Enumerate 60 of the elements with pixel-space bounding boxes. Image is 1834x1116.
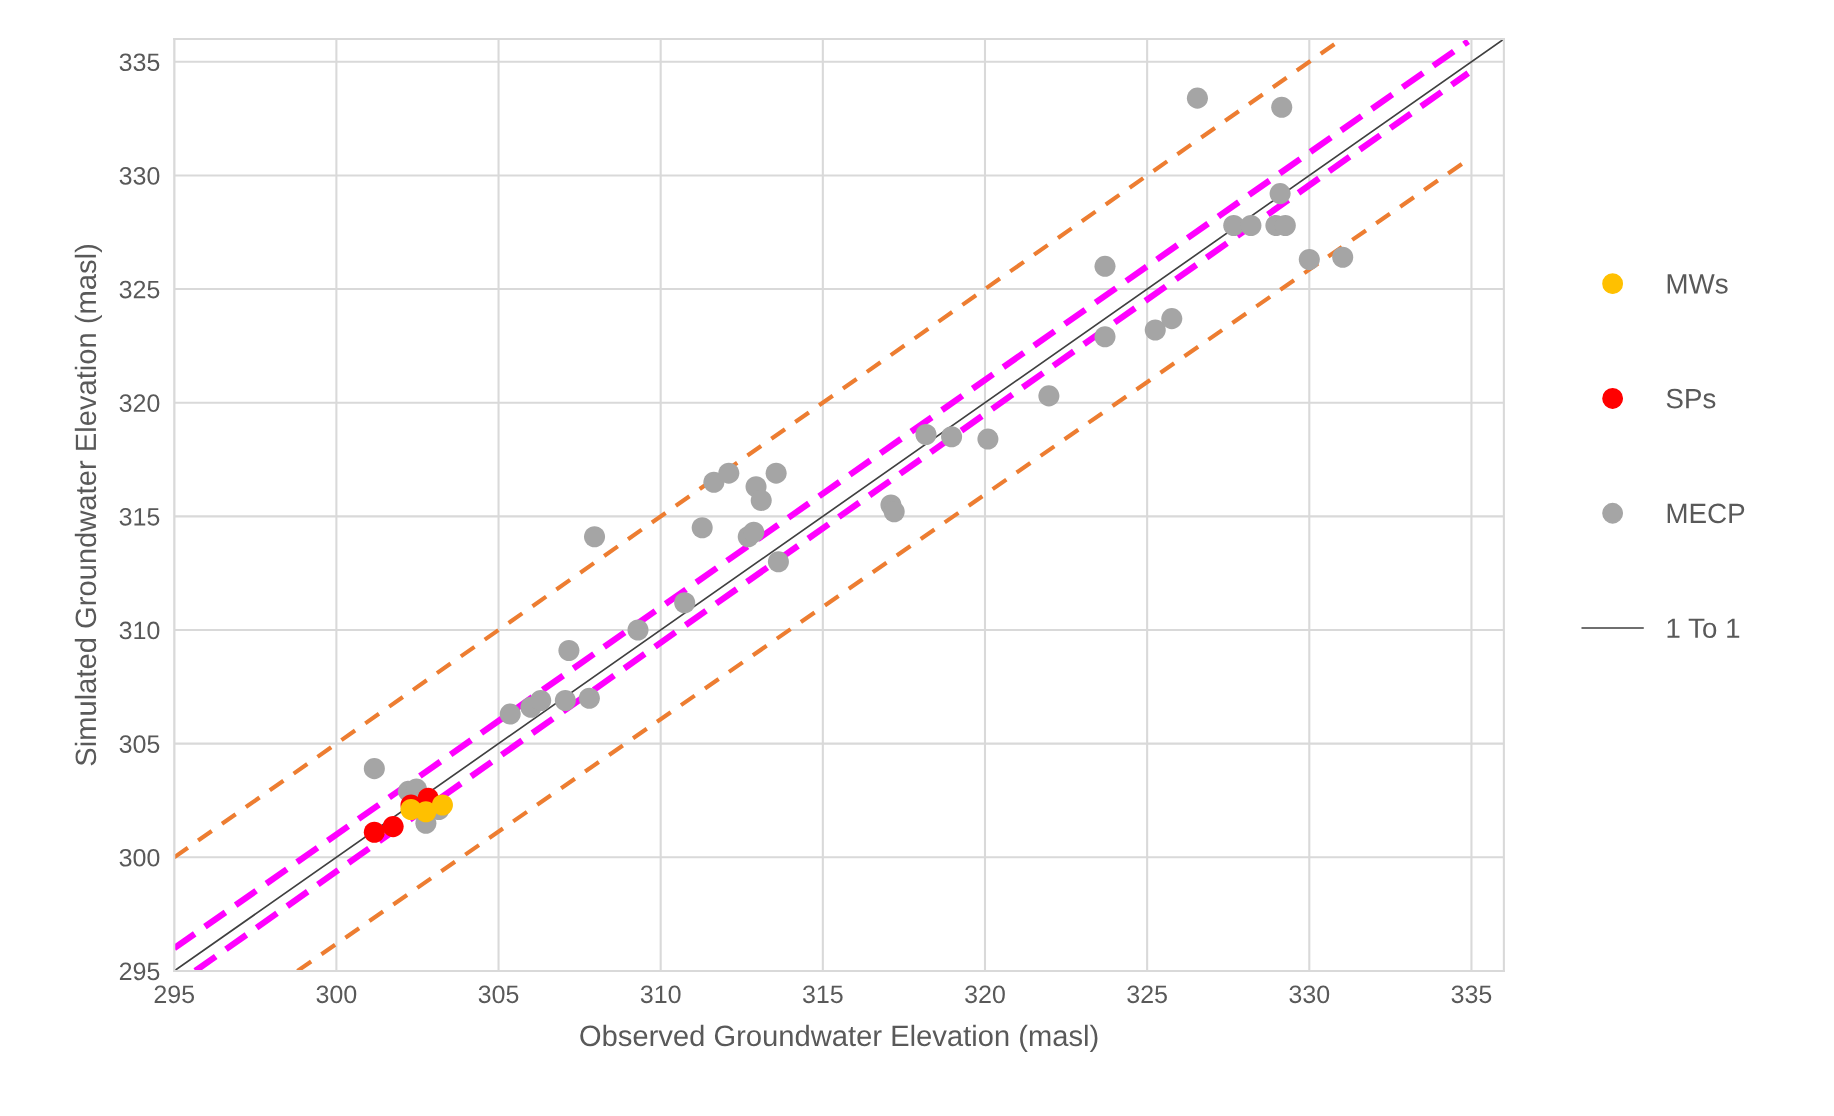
y-axis-title: Simulated Groundwater Elevation (masl)	[74, 244, 102, 766]
y-tick-label: 335	[119, 53, 160, 72]
x-axis-title: Observed Groundwater Elevation (masl)	[580, 1024, 1098, 1052]
point	[915, 424, 937, 446]
point	[1186, 87, 1208, 109]
point	[767, 551, 789, 573]
x-tick-label: 315	[802, 985, 843, 1004]
y-tick-label: 295	[119, 962, 160, 981]
x-tick-label: 335	[1451, 985, 1492, 1004]
point	[578, 687, 600, 709]
point	[554, 689, 576, 711]
point	[382, 816, 404, 838]
x-tick-label: 310	[640, 985, 681, 1004]
point	[941, 426, 963, 448]
legend-label: MWs	[1667, 274, 1728, 294]
point	[977, 428, 999, 450]
legend-label: MECP	[1667, 503, 1745, 524]
x-tick-label: 330	[1289, 985, 1330, 1004]
point	[1240, 214, 1262, 236]
point	[1144, 319, 1166, 341]
point	[718, 462, 740, 484]
x-tick-label: 320	[965, 985, 1005, 1004]
point	[1094, 255, 1116, 277]
point	[1271, 96, 1293, 118]
point	[1161, 308, 1183, 330]
point	[674, 592, 696, 614]
x-tick-label: 325	[1127, 985, 1167, 1004]
point	[765, 462, 787, 484]
point	[1223, 214, 1245, 236]
y-tick-label: 315	[119, 507, 160, 526]
y-tick-label: 305	[119, 735, 160, 753]
y-tick-label: 310	[119, 621, 160, 640]
point	[883, 501, 905, 523]
x-tick-label: 295	[154, 985, 195, 1004]
point	[691, 517, 713, 539]
point	[743, 521, 765, 543]
point	[627, 619, 649, 641]
y-tick-label: 325	[119, 280, 160, 299]
point	[499, 703, 521, 725]
point	[1094, 326, 1116, 348]
legend-label: 1 To 1	[1667, 618, 1740, 639]
point	[1269, 183, 1291, 205]
point	[1038, 385, 1060, 407]
point	[750, 489, 772, 511]
point	[1332, 246, 1354, 268]
x-tick-label: 300	[316, 985, 357, 1004]
point	[1298, 248, 1320, 271]
point	[431, 794, 453, 816]
legend-label: SPs	[1666, 388, 1716, 409]
y-tick-label: 320	[119, 394, 160, 413]
y-tick-label: 300	[119, 848, 160, 867]
point	[558, 639, 580, 661]
point	[363, 821, 385, 843]
point	[363, 758, 385, 780]
x-tick-label: 305	[478, 985, 519, 1004]
point	[530, 689, 552, 711]
point	[703, 471, 725, 493]
point	[415, 801, 437, 823]
point	[584, 526, 606, 548]
y-tick-label: 330	[119, 167, 160, 185]
